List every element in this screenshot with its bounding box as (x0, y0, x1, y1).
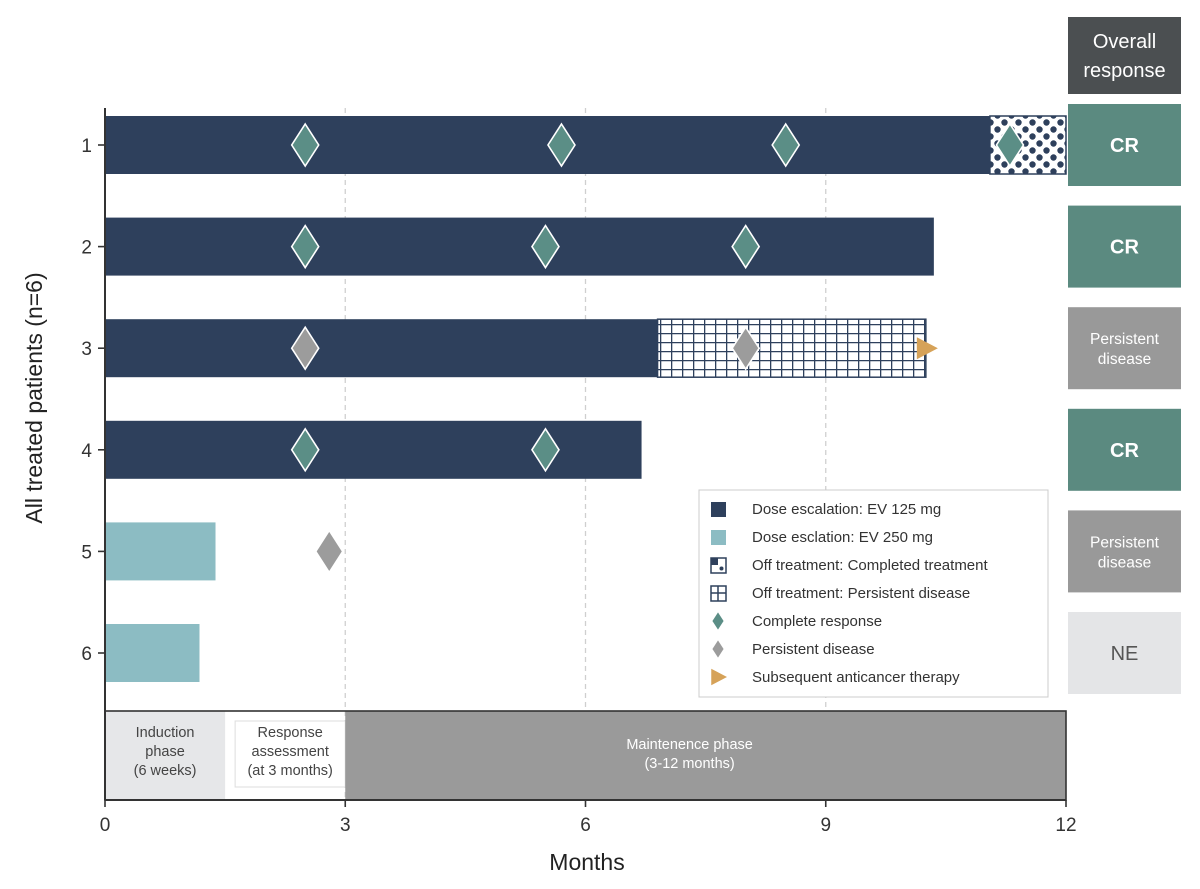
marker-complete-response-patient-4-1 (531, 427, 560, 473)
overall-response-header-line-0: Overall (1093, 31, 1156, 53)
phase-assessment-line-0: Response (258, 725, 323, 741)
response-label-patient-3-line-1: disease (1098, 351, 1151, 368)
overall-response-header-line-1: response (1083, 60, 1165, 82)
legend-label-off_completed: Off treatment: Completed treatment (752, 557, 988, 574)
legend-swatch-off-persistent (710, 585, 727, 602)
marker-subsequent-patient-3 (916, 337, 938, 360)
legend-swatch-off-completed-fill (711, 558, 718, 565)
x-tick-label-6: 6 (580, 815, 591, 836)
x-axis-title: Months (549, 849, 624, 875)
legend-swatch-cr (710, 609, 726, 633)
bar-patient-5-ev250 (105, 522, 216, 581)
response-label-patient-4: CR (1110, 440, 1139, 462)
y-tick-label-6: 6 (81, 644, 92, 665)
y-tick-label-2: 2 (81, 238, 92, 259)
bar-patient-6-ev250 (105, 624, 200, 682)
marker-complete-response-patient-4-0 (290, 427, 320, 473)
marker-persistent-disease-patient-3-1 (731, 325, 761, 371)
legend-label-off_persistent: Off treatment: Persistent disease (752, 585, 970, 602)
response-box-patient-3 (1068, 307, 1181, 390)
y-tick-label-4: 4 (81, 441, 92, 462)
legend-swatch-off-completed (710, 557, 727, 574)
legend-label-pd: Persistent disease (752, 641, 875, 658)
response-label-patient-3-line-0: Persistent (1090, 331, 1160, 348)
x-tick-label-0: 0 (100, 815, 111, 836)
bar-patient-3-off_persistent (656, 318, 927, 378)
x-tick-label-9: 9 (820, 815, 831, 836)
marker-complete-response-patient-1-2 (771, 122, 801, 168)
phase-maintenance-line-1: (3-12 months) (644, 756, 734, 772)
phase-assessment-line-2: (at 3 months) (247, 763, 332, 779)
phase-maintenance-line-0: Maintenence phase (626, 737, 753, 753)
marker-complete-response-patient-2-2 (731, 224, 761, 270)
phase-assessment-line-1: assessment (252, 744, 329, 760)
response-box-patient-1 (1068, 104, 1181, 186)
phase-induction-box (105, 711, 226, 800)
marker-persistent-disease-patient-5-0 (314, 528, 344, 574)
marker-complete-response-patient-1-0 (290, 122, 320, 168)
response-label-patient-5-line-1: disease (1098, 554, 1151, 571)
response-label-patient-1: CR (1110, 135, 1139, 157)
response-label-patient-6: NE (1111, 643, 1139, 665)
phase-induction-line-2: (6 weeks) (134, 763, 197, 779)
phase-induction-line-0: Induction (136, 725, 195, 741)
y-axis-title: All treated patients (n=6) (21, 272, 47, 523)
bar-patient-4-ev125 (105, 420, 642, 479)
bar-patient-3-ev125 (105, 319, 658, 378)
phase-assessment-box (234, 720, 346, 788)
overall-response-header (1068, 17, 1181, 94)
response-box-patient-5 (1068, 510, 1181, 593)
response-box-patient-2 (1068, 205, 1181, 288)
phase-maintenance-box (345, 711, 1066, 800)
x-tick-label-12: 12 (1055, 815, 1076, 836)
marker-persistent-disease-patient-3-0 (290, 325, 320, 371)
response-label-patient-5-line-0: Persistent (1090, 534, 1160, 551)
legend-swatch-pd (710, 637, 726, 661)
legend-label-cr: Complete response (752, 613, 882, 630)
legend-label-ev250: Dose esclation: EV 250 mg (752, 529, 933, 546)
legend-label-sub: Subsequent anticancer therapy (752, 669, 960, 686)
legend-swatch-subsequent (711, 668, 727, 686)
legend-swatch-ev250 (711, 530, 726, 545)
response-label-patient-2: CR (1110, 237, 1139, 259)
legend-swatch-off-completed-dot (719, 566, 724, 571)
y-tick-label-1: 1 (81, 136, 92, 157)
legend-swatch-off-persistent-cross (711, 586, 726, 601)
y-tick-label-3: 3 (81, 339, 92, 360)
y-tick-label-5: 5 (81, 542, 92, 563)
phase-induction-line-1: phase (145, 744, 185, 760)
legend-swatch-ev125 (711, 502, 726, 517)
legend-label-ev125: Dose escalation: EV 125 mg (752, 501, 941, 518)
marker-complete-response-patient-1-3 (995, 122, 1025, 168)
response-box-patient-6 (1068, 612, 1181, 694)
marker-complete-response-patient-2-1 (531, 224, 560, 270)
bar-patient-2-ev125 (105, 217, 934, 276)
marker-complete-response-patient-2-0 (290, 224, 320, 270)
x-tick-label-3: 3 (340, 815, 351, 836)
response-box-patient-4 (1068, 408, 1181, 491)
legend-box (698, 489, 1049, 698)
marker-complete-response-patient-1-1 (547, 122, 576, 168)
